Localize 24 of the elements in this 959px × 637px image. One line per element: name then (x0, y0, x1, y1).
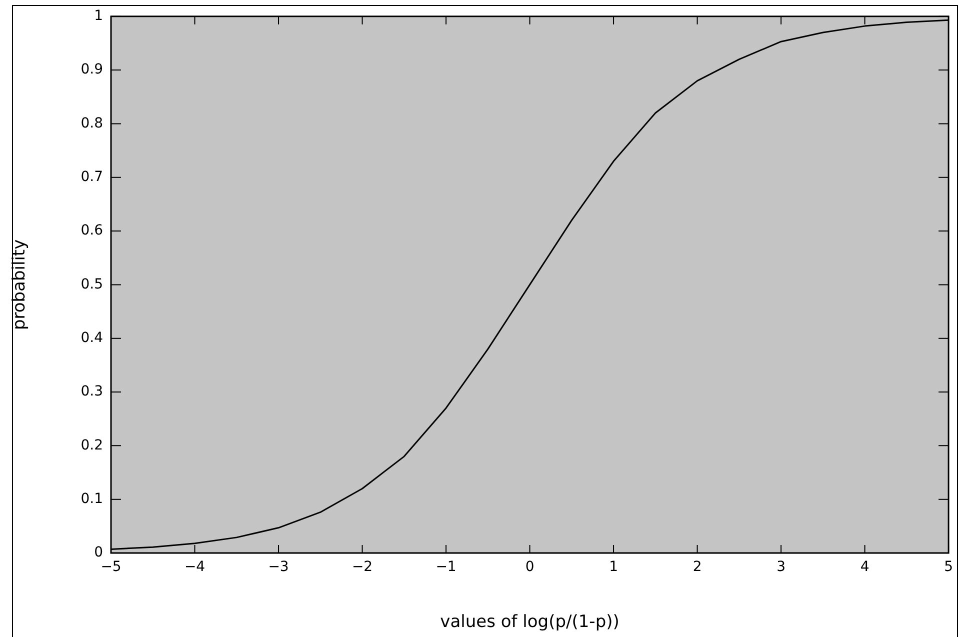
y-tick-label: 0.4 (80, 330, 104, 346)
y-tick-label: 1 (94, 8, 103, 24)
y-tick-label: 0.6 (80, 222, 104, 239)
x-tick-label: −3 (268, 559, 289, 576)
y-tick-label: 0.2 (80, 437, 103, 454)
x-tick-label: 0 (525, 559, 534, 576)
x-tick-label: −4 (184, 559, 206, 576)
x-tick-label: −2 (352, 559, 373, 576)
x-tick-label: 5 (944, 559, 954, 576)
x-tick-label: 4 (860, 559, 870, 576)
y-tick-label: 0 (94, 544, 103, 561)
y-tick-label: 0.9 (80, 62, 103, 78)
y-axis-title: probability (10, 239, 30, 330)
x-tick-label: 1 (609, 559, 618, 576)
x-tick-label: −1 (436, 559, 456, 576)
x-tick-label: 3 (776, 559, 786, 576)
y-tick-label: 0.1 (80, 490, 103, 507)
x-tick-label: −5 (100, 559, 122, 576)
y-tick-label: 0.7 (80, 169, 103, 186)
x-axis-title: values of log(p/(1-p)) (440, 612, 620, 632)
x-tick-label: 2 (692, 559, 702, 576)
y-tick-label: 0.3 (80, 384, 103, 400)
y-tick-label: 0.8 (80, 115, 103, 132)
y-tick-label: 0.5 (80, 276, 103, 292)
